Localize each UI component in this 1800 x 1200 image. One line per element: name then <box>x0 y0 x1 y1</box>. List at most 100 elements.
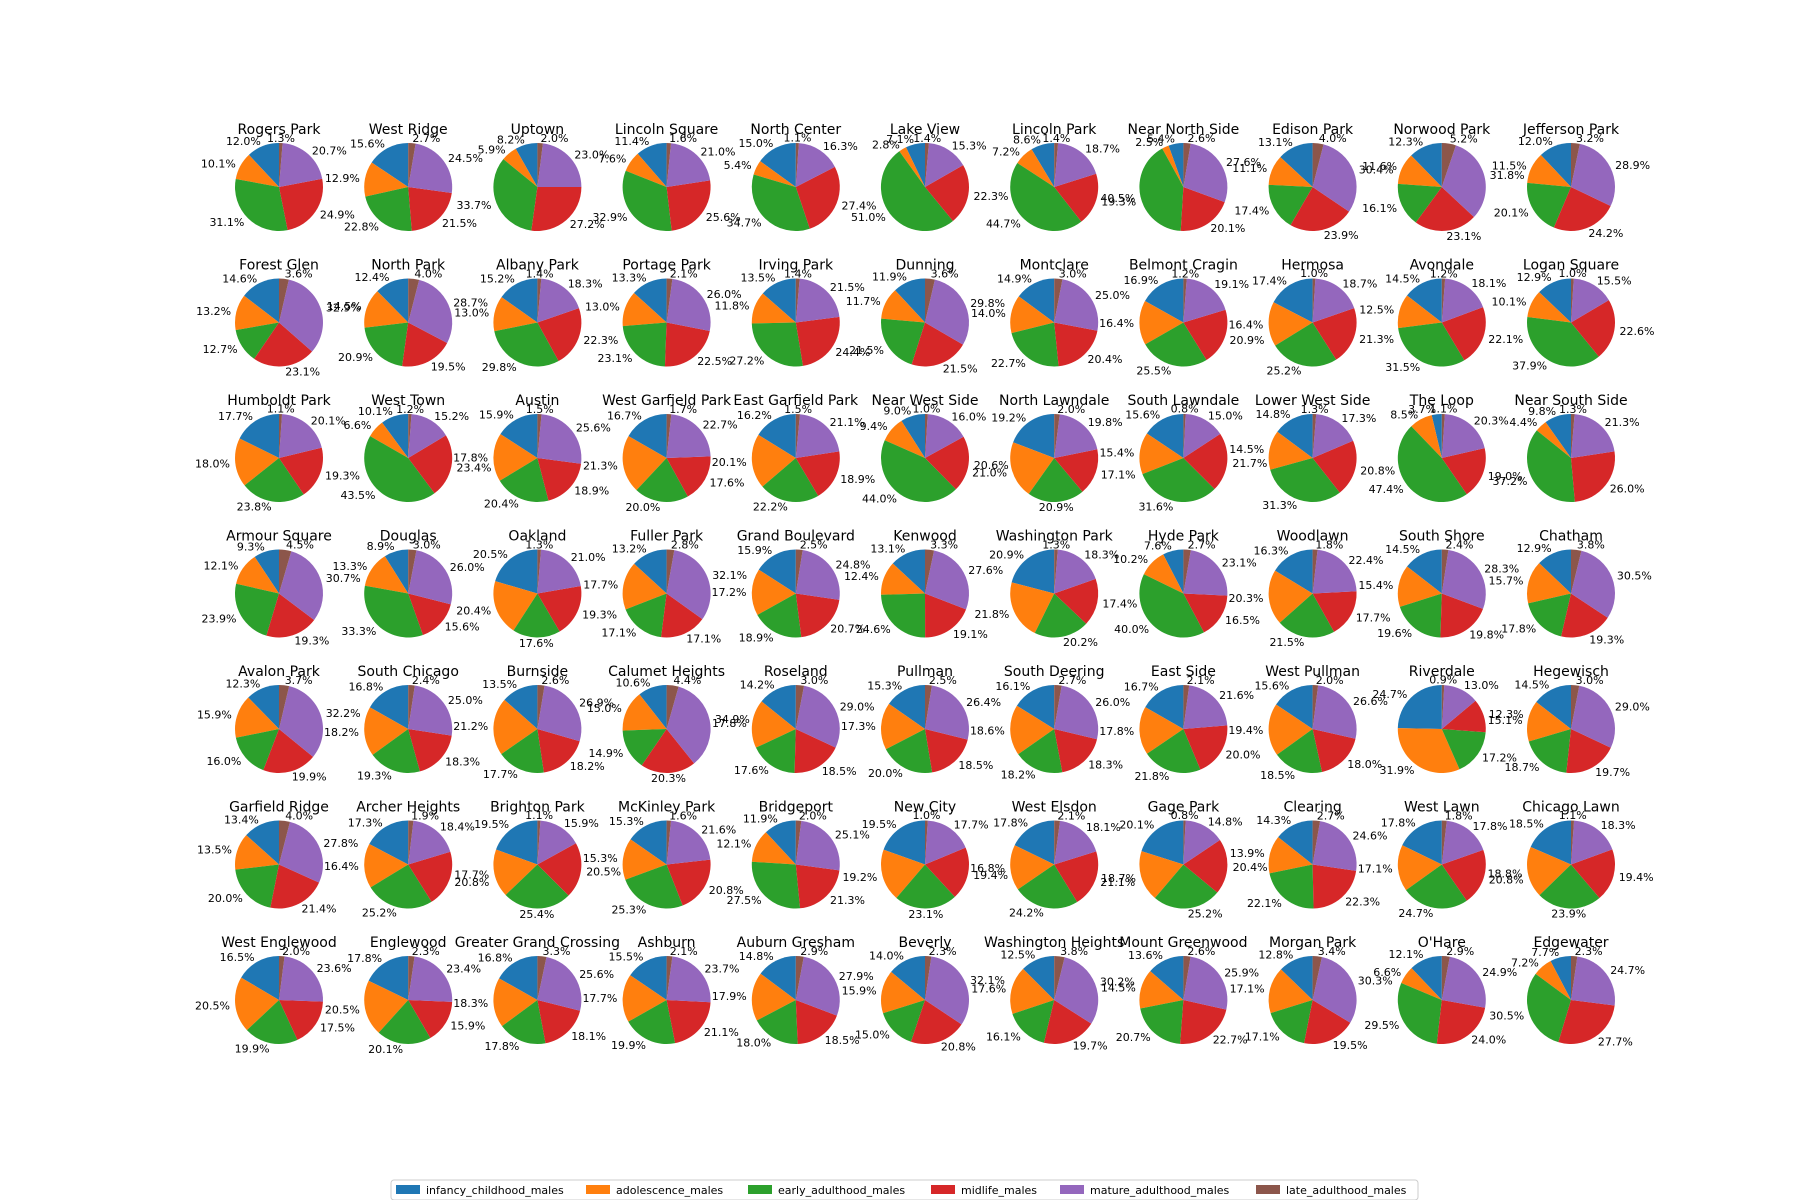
slice-percent-label: 15.9% <box>737 544 772 557</box>
pie-slice-adolescence_males <box>751 293 796 324</box>
pie-slice-early_adulthood_males <box>364 322 409 367</box>
slice-percent-label: 27.5% <box>727 894 762 907</box>
slice-percent-label: 19.9% <box>235 1042 270 1055</box>
pie-slice-infancy_childhood_males <box>637 143 667 187</box>
pie-slice-midlife_males <box>1571 451 1615 502</box>
pie-slice-mature_adulthood_males <box>1571 414 1615 458</box>
pie-title: West Town <box>371 393 445 409</box>
slice-percent-label: 17.1% <box>1101 468 1136 481</box>
pie-slice-adolescence_males <box>1010 296 1055 334</box>
slice-percent-label: 2.3% <box>412 945 440 958</box>
slice-percent-label: 8.9% <box>367 540 395 553</box>
pie-slice-adolescence_males <box>751 569 796 615</box>
pie-slice-early_adulthood_males <box>1528 593 1571 637</box>
pie-slice-adolescence_males <box>1010 845 1055 890</box>
pie-slice-adolescence_males <box>751 973 796 1021</box>
slice-percent-label: 20.3% <box>651 772 686 785</box>
pie-slice-adolescence_males <box>751 701 796 748</box>
pie-title: Humboldt Park <box>227 393 331 409</box>
slice-percent-label: 17.6% <box>971 983 1006 996</box>
slice-percent-label: 12.1% <box>716 837 751 850</box>
pie-slice-mature_adulthood_males <box>1183 414 1221 458</box>
slice-percent-label: 16.7% <box>1124 680 1159 693</box>
pie-slice-early_adulthood_males <box>625 864 683 909</box>
slice-percent-label: 5.4% <box>724 159 752 172</box>
slice-percent-label: 32.1% <box>712 569 747 582</box>
legend-swatch-midlife_males <box>931 1185 955 1194</box>
pie-slice-mature_adulthood_males <box>1312 549 1357 594</box>
legend-label-mature_adulthood_males: mature_adulthood_males <box>1090 1184 1230 1197</box>
pie-slice-midlife_males <box>1441 700 1486 733</box>
slice-percent-label: 2.0% <box>1057 403 1085 416</box>
slice-percent-label: 1.6% <box>669 132 697 145</box>
pie-slice-midlife_males <box>1054 449 1099 492</box>
pie-slice-adolescence_males <box>1010 582 1055 633</box>
pie-slice-early_adulthood_males <box>1406 864 1467 909</box>
pie-slice-midlife_males <box>795 593 840 638</box>
pie-slice-infancy_childhood_males <box>630 820 667 865</box>
slice-percent-label: 17.7% <box>218 410 253 423</box>
slice-percent-label: 21.5% <box>1269 636 1304 649</box>
pie-slice-early_adulthood_males <box>499 458 549 503</box>
pie-slice-early_adulthood_males <box>622 170 672 231</box>
slice-percent-label: 15.9% <box>197 709 232 722</box>
pie-slice-early_adulthood_males <box>622 322 667 367</box>
pie-slice-mature_adulthood_males <box>1312 414 1354 458</box>
pie-title: Near North Side <box>1128 122 1240 138</box>
slice-percent-label: 44.0% <box>862 493 897 506</box>
slice-percent-label: 14.5% <box>327 300 362 313</box>
pie-slice-adolescence_males <box>1139 851 1184 899</box>
pie-slice-midlife_males <box>1054 729 1097 773</box>
slice-percent-label: 20.0% <box>625 501 660 514</box>
slice-percent-label: 12.9% <box>1517 271 1552 284</box>
pie-slice-infancy_childhood_males <box>244 278 279 323</box>
slice-percent-label: 2.5% <box>800 538 828 551</box>
pie-slice-late_adulthood_males <box>795 685 805 729</box>
slice-percent-label: 32.9% <box>326 301 361 314</box>
pie-slice-infancy_childhood_males <box>1536 685 1571 729</box>
slice-percent-label: 4.0% <box>1319 132 1347 145</box>
slice-percent-label: 20.4% <box>1233 861 1268 874</box>
slice-percent-label: 21.5% <box>943 363 978 376</box>
pie-slice-infancy_childhood_males <box>1168 143 1184 187</box>
pie-title: Logan Square <box>1523 258 1619 274</box>
slice-percent-label: 9.8% <box>1528 405 1556 418</box>
slice-percent-label: 19.2% <box>842 871 877 884</box>
slice-percent-label: 26.0% <box>450 561 485 574</box>
pie-slice-mature_adulthood_males <box>1054 279 1099 331</box>
slice-percent-label: 31.5% <box>1385 361 1420 374</box>
slice-percent-label: 27.8% <box>323 837 358 850</box>
slice-percent-label: 18.6% <box>970 724 1005 737</box>
slice-percent-label: 17.2% <box>1482 752 1517 765</box>
pie-slice-early_adulthood_males <box>364 585 423 638</box>
slice-percent-label: 18.1% <box>1471 277 1506 290</box>
slice-percent-label: 2.4% <box>1446 538 1474 551</box>
slice-percent-label: 19.5% <box>862 818 897 831</box>
pie-slice-adolescence_males <box>1401 968 1442 1000</box>
slice-percent-label: 24.7% <box>1610 964 1645 977</box>
pie-slice-infancy_childhood_males <box>1016 685 1055 729</box>
pie-title: The Loop <box>1409 393 1474 409</box>
slice-percent-label: 18.2% <box>1001 769 1036 782</box>
slice-percent-label: 29.8% <box>970 297 1005 310</box>
slice-percent-label: 3.3% <box>930 539 958 552</box>
pie-title: McKinley Park <box>618 800 716 816</box>
pie-slice-infancy_childhood_males <box>765 820 796 865</box>
pie-slice-early_adulthood_males <box>896 864 955 909</box>
pie-slice-adolescence_males <box>1268 837 1313 874</box>
pie-slice-early_adulthood_males <box>880 151 953 232</box>
pie-slice-late_adulthood_males <box>279 956 285 1000</box>
slice-percent-label: 27.7% <box>1598 1035 1633 1048</box>
slice-percent-label: 30.4% <box>1359 164 1394 177</box>
pie-slice-adolescence_males <box>1527 702 1571 742</box>
legend-label-midlife_males: midlife_males <box>961 1184 1037 1197</box>
slice-percent-label: 27.2% <box>570 218 605 231</box>
pie-title: Belmont Cragin <box>1129 258 1238 274</box>
slice-percent-label: 18.9% <box>840 473 875 486</box>
slice-percent-label: 17.9% <box>712 990 747 1003</box>
